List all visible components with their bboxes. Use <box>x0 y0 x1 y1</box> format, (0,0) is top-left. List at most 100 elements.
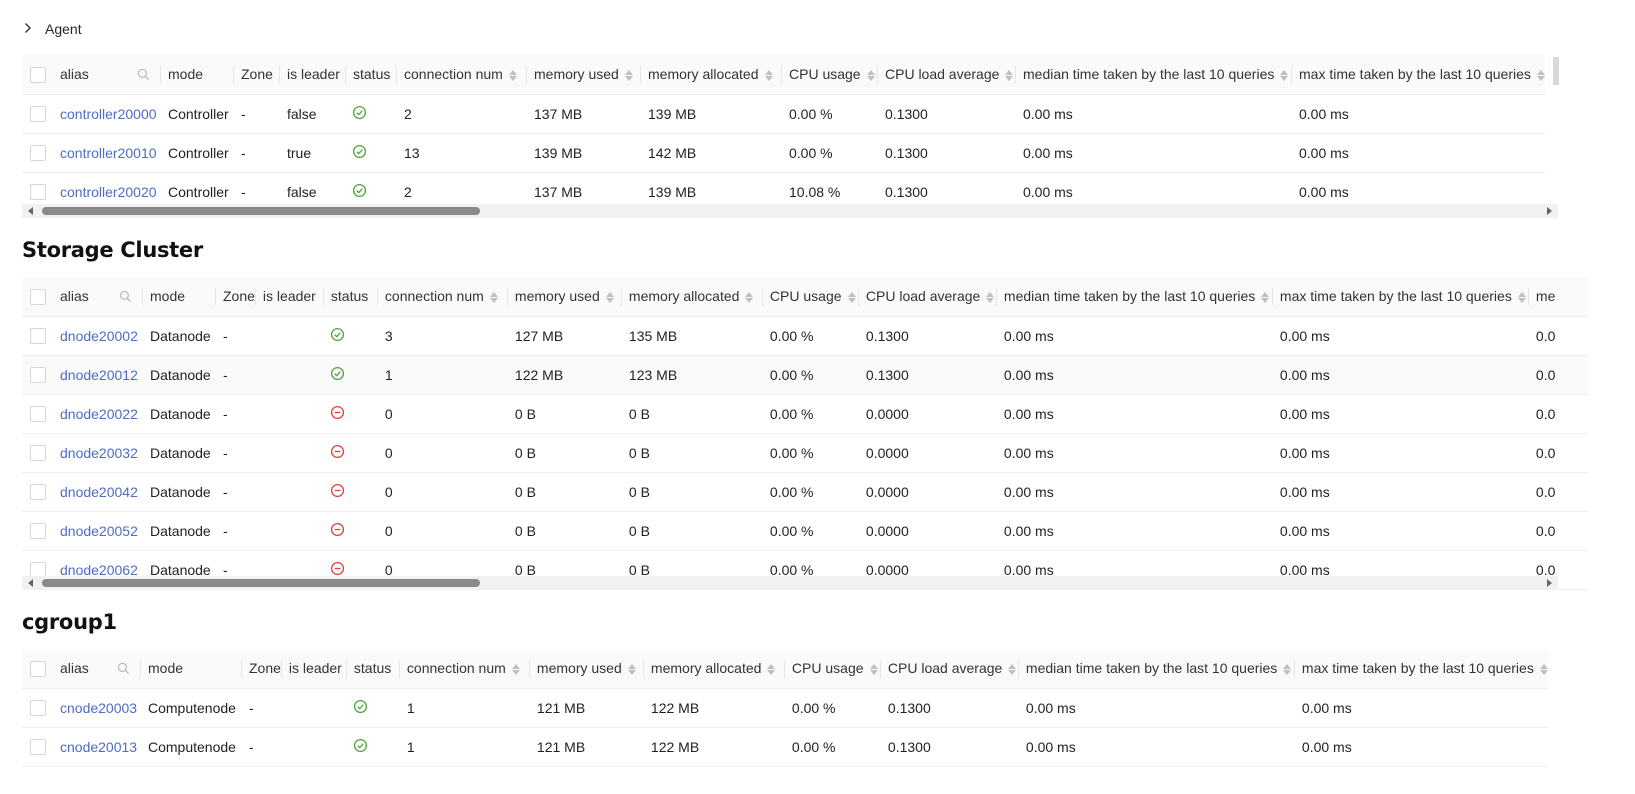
sort-icon[interactable] <box>1008 664 1017 676</box>
alias-link[interactable]: dnode20062 <box>60 561 138 578</box>
row-checkbox[interactable] <box>30 145 46 162</box>
row-checkbox[interactable] <box>30 406 46 423</box>
sort-icon[interactable] <box>1005 70 1014 82</box>
alias-link[interactable]: controller20000 <box>60 105 157 122</box>
sort-icon[interactable] <box>745 292 754 304</box>
cell-memory-allocated: 123 MB <box>620 355 762 395</box>
alias-link[interactable]: dnode20042 <box>60 483 138 500</box>
column-header-cpu-load-average[interactable]: CPU load average <box>877 55 1015 95</box>
scroll-thumb[interactable] <box>42 579 480 587</box>
sort-icon[interactable] <box>627 664 636 676</box>
column-header-cpu-usage[interactable]: CPU usage <box>783 649 880 689</box>
select-all-checkbox[interactable] <box>30 66 46 83</box>
alias-link[interactable]: dnode20012 <box>60 366 138 383</box>
column-header-memory-allocated[interactable]: memory allocated <box>642 649 784 689</box>
row-checkbox[interactable] <box>30 328 46 345</box>
controller-table-scrollbar[interactable] <box>22 204 1558 218</box>
column-header-max-time[interactable]: max time taken by the last 10 queries <box>1271 277 1528 317</box>
sort-icon[interactable] <box>847 292 856 304</box>
search-icon[interactable] <box>117 662 130 675</box>
sort-icon[interactable] <box>624 70 633 82</box>
row-checkbox[interactable] <box>30 106 46 123</box>
row-checkbox[interactable] <box>30 367 46 384</box>
scroll-right-arrow-icon[interactable] <box>1547 579 1552 587</box>
search-icon[interactable] <box>137 68 150 81</box>
vertical-scrollbar[interactable] <box>1553 57 1559 85</box>
row-checkbox[interactable] <box>30 184 46 201</box>
cell-memory-allocated: 142 MB <box>640 133 781 173</box>
sort-icon[interactable] <box>1261 292 1270 304</box>
sort-icon[interactable] <box>866 70 875 82</box>
column-header-memory-used[interactable]: memory used <box>506 277 621 317</box>
cell-is-leader: false <box>279 94 345 134</box>
alias-link[interactable]: controller20010 <box>60 144 157 161</box>
column-header-memory-allocated[interactable]: memory allocated <box>640 55 781 95</box>
column-header-cpu-load-average[interactable]: CPU load average <box>879 649 1018 689</box>
sort-icon[interactable] <box>1539 664 1548 676</box>
cell-mode: Datanode <box>142 316 215 356</box>
sort-icon[interactable] <box>605 292 614 304</box>
scroll-left-arrow-icon[interactable] <box>28 579 33 587</box>
column-header-median-time[interactable]: median time taken by the last 10 queries <box>1017 649 1294 689</box>
row-checkbox[interactable] <box>30 700 46 717</box>
sort-icon[interactable] <box>1283 664 1292 676</box>
row-checkbox[interactable] <box>30 484 46 501</box>
alias-link[interactable]: dnode20022 <box>60 405 138 422</box>
sort-icon[interactable] <box>489 292 498 304</box>
cell-memory-used: 121 MB <box>528 688 643 728</box>
sort-icon[interactable] <box>767 664 776 676</box>
alias-link[interactable]: cnode20013 <box>60 738 138 755</box>
column-header-max-time[interactable]: max time taken by the last 10 queries <box>1291 55 1545 95</box>
alias-link[interactable]: dnode20002 <box>60 327 138 344</box>
select-all-checkbox[interactable] <box>30 288 46 305</box>
sort-icon[interactable] <box>986 292 995 304</box>
select-all-checkbox[interactable] <box>30 660 46 677</box>
sort-icon[interactable] <box>869 664 878 676</box>
alias-link[interactable]: dnode20032 <box>60 444 138 461</box>
alias-link[interactable]: controller20020 <box>60 183 157 200</box>
table-row[interactable]: controller20010 Controller - true 13 139 MB 14… <box>22 133 1545 173</box>
table-row[interactable]: controller20000 Controller - false 2 137 MB 13… <box>22 94 1545 134</box>
column-header-cpu-usage[interactable]: CPU usage <box>781 55 877 95</box>
column-header-connection-num[interactable]: connection num <box>376 277 507 317</box>
sort-icon[interactable] <box>508 70 517 82</box>
sort-icon[interactable] <box>764 70 773 82</box>
column-header-cpu-usage[interactable]: CPU usage <box>761 277 858 317</box>
column-header-median-time[interactable]: median time taken by the last 10 queries <box>1015 55 1291 95</box>
scroll-left-arrow-icon[interactable] <box>28 207 33 215</box>
sort-icon[interactable] <box>1280 70 1289 82</box>
row-checkbox[interactable] <box>30 739 46 756</box>
column-header-connection-num[interactable]: connection num <box>398 649 529 689</box>
alias-link[interactable]: cnode20003 <box>60 699 138 716</box>
scroll-thumb[interactable] <box>42 207 480 215</box>
column-header-cpu-load-average[interactable]: CPU load average <box>857 277 996 317</box>
table-row[interactable]: cnode20003 Computenode -1 121 MB 122 MB 0.00 … <box>22 688 1548 728</box>
row-checkbox[interactable] <box>30 445 46 462</box>
scroll-right-arrow-icon[interactable] <box>1547 207 1552 215</box>
sort-icon[interactable] <box>1517 292 1526 304</box>
column-header-connection-num[interactable]: connection num <box>396 55 526 95</box>
search-icon[interactable] <box>119 290 132 303</box>
table-row[interactable]: cnode20013 Computenode -1 121 MB 122 MB 0.00 … <box>22 727 1548 767</box>
row-checkbox[interactable] <box>30 523 46 540</box>
sort-icon[interactable] <box>511 664 520 676</box>
agent-collapse-header[interactable]: Agent <box>22 18 82 40</box>
column-header-memory-used[interactable]: memory used <box>526 55 640 95</box>
column-header-memory-used[interactable]: memory used <box>528 649 643 689</box>
sort-icon[interactable] <box>1536 70 1545 82</box>
column-header-median-time[interactable]: median time taken by the last 10 queries <box>995 277 1272 317</box>
alias-link[interactable]: dnode20052 <box>60 522 138 539</box>
storage-table-scrollbar[interactable] <box>22 576 1558 590</box>
cell-max-time: 0.00 ms <box>1271 511 1528 551</box>
column-header-max-time[interactable]: max time taken by the last 10 queries <box>1293 649 1548 689</box>
table-row[interactable]: dnode20002 Datanode -3 127 MB 135 MB 0.00 % 0.… <box>22 316 1588 356</box>
cell-memory-allocated: 135 MB <box>620 316 762 356</box>
row-checkbox-cell <box>22 94 52 134</box>
column-header-memory-allocated[interactable]: memory allocated <box>620 277 762 317</box>
cell-cpu-load-average: 0.0000 <box>857 511 996 551</box>
table-row[interactable]: dnode20012 Datanode -1 122 MB 123 MB 0.00 % 0.… <box>22 355 1588 395</box>
